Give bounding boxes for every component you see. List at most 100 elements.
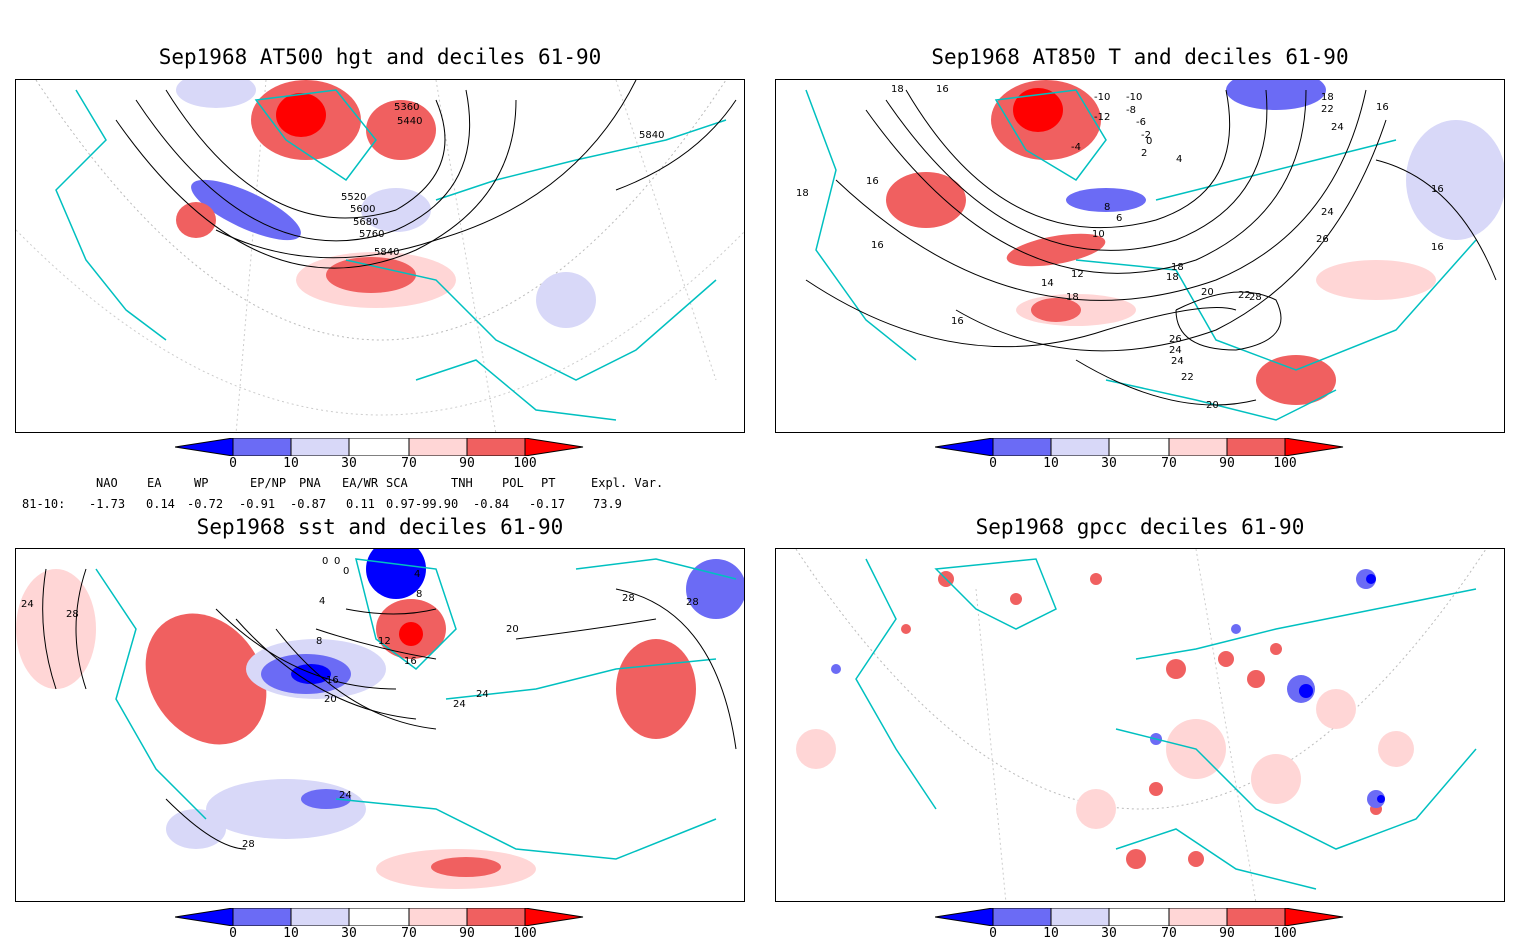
map-at500: 5360 5440 5520 5600 5680 5760 5840 5840: [15, 79, 745, 433]
colorbar-label: 10: [1043, 456, 1059, 471]
contour-label: 16: [1431, 184, 1444, 195]
contour-label: 24: [1321, 207, 1334, 218]
teleconn-value: 0.14: [146, 497, 175, 511]
contour-label: 24: [1171, 356, 1184, 367]
teleconn-header: PT: [541, 476, 556, 490]
contour-label: 20: [506, 624, 519, 635]
contour-label: 16: [951, 316, 964, 327]
contour-label: 0: [1146, 136, 1152, 147]
teleconn-value: -0.17: [529, 497, 566, 511]
contour-label: 22: [1238, 290, 1251, 301]
contour-label: -2: [1141, 130, 1151, 141]
contour-label: 5840: [639, 130, 664, 141]
contour-label: 5360: [394, 102, 419, 113]
contour-label: 10: [1092, 229, 1105, 240]
colorbar-label: 90: [1219, 456, 1235, 471]
colorbar-label: 0: [989, 456, 997, 471]
contour-label: 24: [1331, 122, 1344, 133]
colorbar-top-left: 0 10 30 70 90 100: [174, 437, 585, 478]
teleconn-header: SCA: [386, 476, 408, 490]
contour-label: 0: [343, 566, 349, 577]
colorbar-bottom-right: 0 10 30 70 90 100: [934, 907, 1345, 948]
colorbar-label: 100: [1273, 456, 1297, 471]
teleconn-value: 73.9: [593, 497, 622, 511]
colorbar-label: 10: [1043, 926, 1059, 941]
map-gpcc: [775, 548, 1505, 902]
colorbar-label: 0: [229, 456, 237, 471]
contour-label: 0: [322, 556, 328, 567]
colorbar-label: 70: [1161, 456, 1177, 471]
contour-label: 18: [1066, 292, 1079, 303]
contour-label: -12: [1094, 112, 1110, 123]
colorbar-label: 100: [513, 926, 537, 941]
panel-title-gpcc: Sep1968 gpcc deciles 61-90: [975, 515, 1305, 539]
colorbar-label: 10: [283, 456, 299, 471]
contour-label: 24: [339, 790, 352, 801]
teleconn-header: NAO: [96, 476, 118, 490]
teleconn-value: -1.73: [89, 497, 126, 511]
contour-label: 4: [319, 596, 325, 607]
panel-title-at850: Sep1968 AT850 T and deciles 61-90: [931, 45, 1349, 69]
contour-label: -10: [1126, 92, 1142, 103]
contour-label: 6: [1116, 213, 1122, 224]
colorbar-top-right: 0 10 30 70 90 100: [934, 437, 1345, 478]
contour-label: 12: [378, 636, 391, 647]
contour-label: 26: [1169, 334, 1182, 345]
colorbar-label: 30: [1101, 456, 1117, 471]
contour-label: 8: [316, 636, 322, 647]
colorbar-label: 30: [1101, 926, 1117, 941]
map-sst: 24 28 0 0 0 4 4 8 8 12 16 16 20 24 24 24…: [15, 548, 745, 902]
contour-label: 5600: [350, 204, 375, 215]
map-at850: 18 16 -10 -10 -12 -8 -6 -4 -2 0 2 4 6 8 …: [775, 79, 1505, 433]
contour-label: 12: [1071, 269, 1084, 280]
colorbar-label: 70: [401, 926, 417, 941]
contour-label: 24: [1169, 345, 1182, 356]
contour-label: 16: [404, 656, 417, 667]
colorbar-label: 10: [283, 926, 299, 941]
contour-label: 18: [1166, 272, 1179, 283]
teleconn-header: EA/WR: [342, 476, 379, 490]
colorbar-label: 100: [1273, 926, 1297, 941]
contour-label: 28: [66, 609, 79, 620]
contour-label: 22: [1321, 104, 1334, 115]
contour-label: 28: [686, 597, 699, 608]
contour-label: 8: [416, 589, 422, 600]
teleconn-value: 0.97-99.90: [386, 497, 459, 511]
contour-label: 18: [796, 188, 809, 199]
contour-label: 16: [1376, 102, 1389, 113]
colorbar-label: 0: [989, 926, 997, 941]
colorbar-bottom-left: 0 10 30 70 90 100: [174, 907, 585, 948]
teleconn-value: -0.87: [290, 497, 327, 511]
contour-label: 26: [1316, 234, 1329, 245]
contour-label: -6: [1136, 117, 1146, 128]
teleconn-header: WP: [194, 476, 209, 490]
colorbar-label: 90: [459, 926, 475, 941]
colorbar-label: 30: [341, 926, 357, 941]
teleconn-value: 0.11: [346, 497, 375, 511]
contour-label: 28: [242, 839, 255, 850]
contour-label: 5520: [341, 192, 366, 203]
contour-label: 20: [324, 694, 337, 705]
contour-label: 5680: [353, 217, 378, 228]
contour-label: 18: [891, 84, 904, 95]
contour-label: 4: [1176, 154, 1182, 165]
contour-label: 28: [622, 593, 635, 604]
panel-title-at500: Sep1968 AT500 hgt and deciles 61-90: [158, 45, 602, 69]
contour-label: 5760: [359, 229, 384, 240]
contour-label: 18: [1171, 262, 1184, 273]
teleconn-header: POL: [502, 476, 524, 490]
colorbar-label: 0: [229, 926, 237, 941]
teleconn-header: EA: [147, 476, 162, 490]
contour-label: 22: [1181, 372, 1194, 383]
contour-label: -10: [1094, 92, 1110, 103]
contour-label: 20: [1206, 400, 1219, 411]
teleconn-value: -0.84: [473, 497, 510, 511]
teleconn-header: EP/NP: [250, 476, 287, 490]
colorbar-label: 30: [341, 456, 357, 471]
contour-label: 16: [936, 84, 949, 95]
contour-label: 24: [21, 599, 34, 610]
panel-title-sst: Sep1968 sst and deciles 61-90: [196, 515, 564, 539]
contour-label: -4: [1071, 142, 1081, 153]
contour-label: 20: [1201, 287, 1214, 298]
teleconn-value: -0.72: [187, 497, 224, 511]
